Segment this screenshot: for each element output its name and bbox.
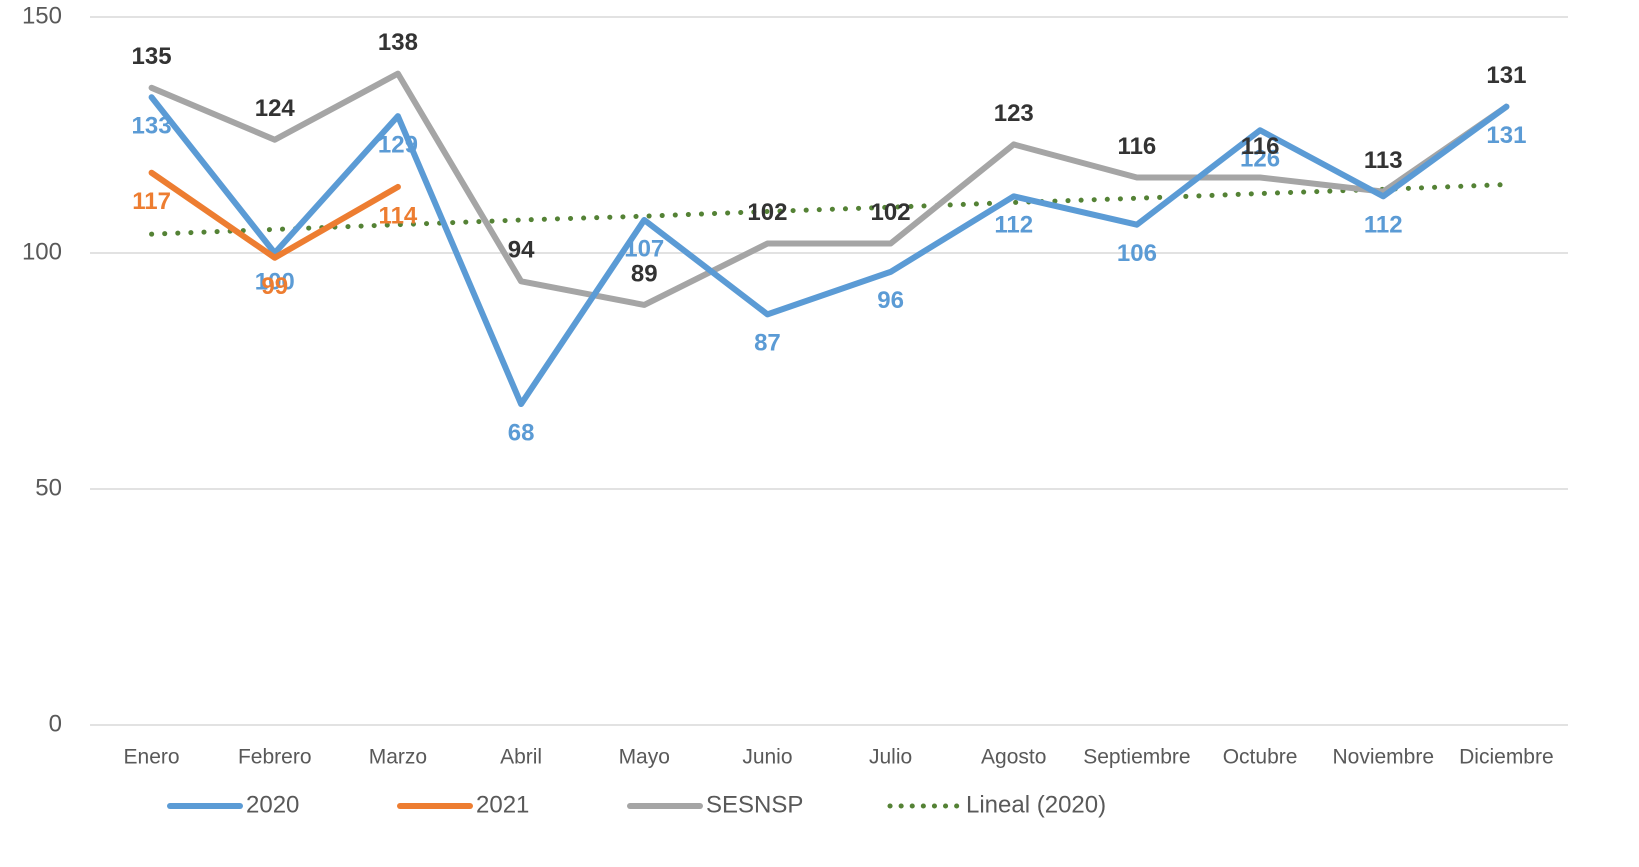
- x-tick-label: Noviembre: [1332, 746, 1434, 769]
- y-tick-label: 50: [35, 474, 62, 501]
- x-tick-label: Septiembre: [1083, 746, 1190, 769]
- data-label: 94: [508, 237, 535, 264]
- data-label: 102: [747, 199, 787, 226]
- data-label: 113: [1364, 147, 1403, 174]
- data-label: 112: [1364, 212, 1403, 239]
- x-tick-label: Marzo: [369, 746, 427, 769]
- x-tick-label: Diciembre: [1459, 746, 1554, 769]
- x-tick-label: Enero: [124, 746, 180, 769]
- data-label: 116: [1241, 133, 1280, 160]
- legend-label: 2021: [476, 791, 529, 818]
- data-label: 135: [132, 43, 172, 70]
- data-label: 99: [261, 273, 288, 300]
- data-label: 68: [508, 419, 535, 446]
- data-label: 100: [255, 268, 295, 295]
- data-label: 107: [624, 235, 664, 262]
- data-label: 114: [379, 202, 418, 229]
- x-tick-label: Octubre: [1223, 746, 1298, 769]
- data-label: 124: [255, 95, 296, 122]
- data-label: 89: [631, 260, 658, 287]
- data-label: 123: [994, 100, 1034, 127]
- x-tick-label: Mayo: [619, 746, 670, 769]
- legend-label: 2020: [246, 791, 299, 818]
- y-tick-label: 150: [22, 2, 62, 29]
- data-label: 129: [378, 131, 418, 158]
- legend-label: Lineal (2020): [966, 791, 1106, 818]
- data-label: 126: [1240, 146, 1280, 173]
- data-label: 102: [871, 199, 911, 226]
- data-label: 106: [1117, 240, 1157, 267]
- data-label: 87: [754, 330, 781, 357]
- data-label: 133: [132, 113, 172, 140]
- x-tick-label: Febrero: [238, 746, 312, 769]
- series-line: [148, 169, 401, 261]
- data-label: 116: [1118, 133, 1157, 160]
- data-label: 131: [1486, 122, 1526, 149]
- y-tick-label: 100: [22, 238, 62, 265]
- x-tick-label: Julio: [869, 746, 912, 769]
- series-line: [148, 70, 1510, 308]
- x-tick-label: Junio: [742, 746, 792, 769]
- data-label: 131: [1486, 62, 1526, 89]
- data-label: 112: [994, 212, 1033, 239]
- y-tick-label: 0: [49, 710, 62, 737]
- data-label: 117: [132, 188, 171, 215]
- data-label: 138: [378, 29, 418, 56]
- x-tick-label: Agosto: [981, 746, 1046, 769]
- data-label: 96: [877, 287, 904, 314]
- x-tick-label: Abril: [500, 746, 542, 769]
- series-line: [148, 94, 1510, 408]
- legend-label: SESNSP: [706, 791, 803, 818]
